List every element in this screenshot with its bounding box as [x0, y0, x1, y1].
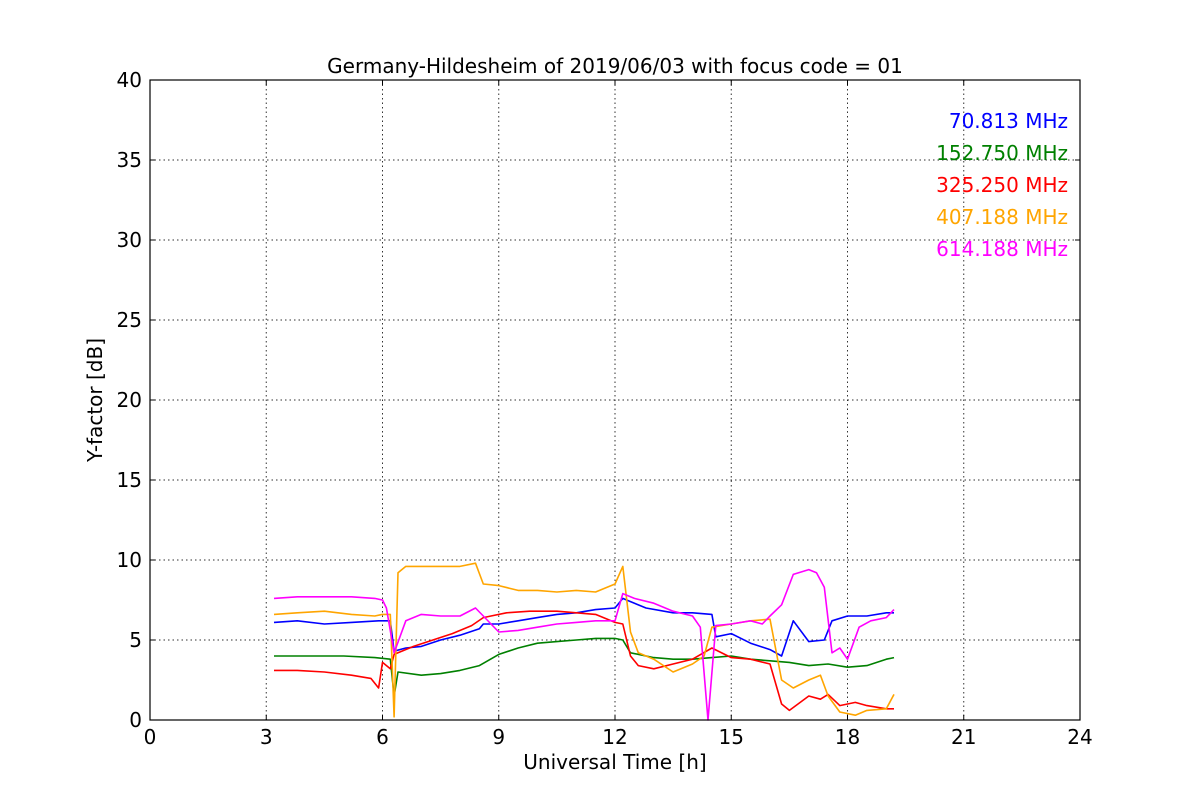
y-tick-label: 20	[117, 388, 142, 412]
y-tick-label: 0	[129, 708, 142, 732]
x-tick-label: 18	[835, 725, 860, 749]
x-tick-label: 15	[719, 725, 744, 749]
legend-entry: 70.813 MHz	[949, 109, 1068, 133]
y-tick-label: 40	[117, 68, 142, 92]
y-tick-label: 15	[117, 468, 142, 492]
x-tick-label: 21	[951, 725, 976, 749]
x-tick-label: 6	[376, 725, 389, 749]
y-axis-label: Y-factor [dB]	[83, 338, 107, 463]
x-tick-label: 12	[602, 725, 627, 749]
y-tick-label: 35	[117, 148, 142, 172]
legend-entry: 152.750 MHz	[936, 141, 1068, 165]
y-tick-label: 5	[129, 628, 142, 652]
x-tick-label: 9	[492, 725, 505, 749]
ticks: 0 3 6 9 12 15 18 21 24 0 5 10 15 20 25 30 35 40	[117, 68, 1093, 749]
y-tick-label: 25	[117, 308, 142, 332]
chart-title: Germany-Hildesheim of 2019/06/03 with fo…	[327, 54, 903, 78]
series-line	[274, 610, 894, 712]
legend-entry: 407.188 MHz	[936, 205, 1068, 229]
x-tick-label: 3	[260, 725, 273, 749]
legend-entry: 325.250 MHz	[936, 173, 1068, 197]
grid	[150, 80, 1080, 720]
series-line	[273, 568, 895, 721]
y-tick-label: 30	[117, 228, 142, 252]
x-tick-label: 24	[1067, 725, 1092, 749]
series-group	[273, 562, 895, 721]
series-line	[273, 597, 894, 657]
legend: 70.813 MHz 152.750 MHz 325.250 MHz 407.188 …	[936, 109, 1068, 261]
series-line	[273, 562, 895, 718]
series-line	[274, 637, 895, 697]
x-axis-label: Universal Time [h]	[523, 750, 706, 774]
x-tick-label: 0	[144, 725, 157, 749]
y-tick-label: 10	[117, 548, 142, 572]
legend-entry: 614.188 MHz	[936, 237, 1068, 261]
